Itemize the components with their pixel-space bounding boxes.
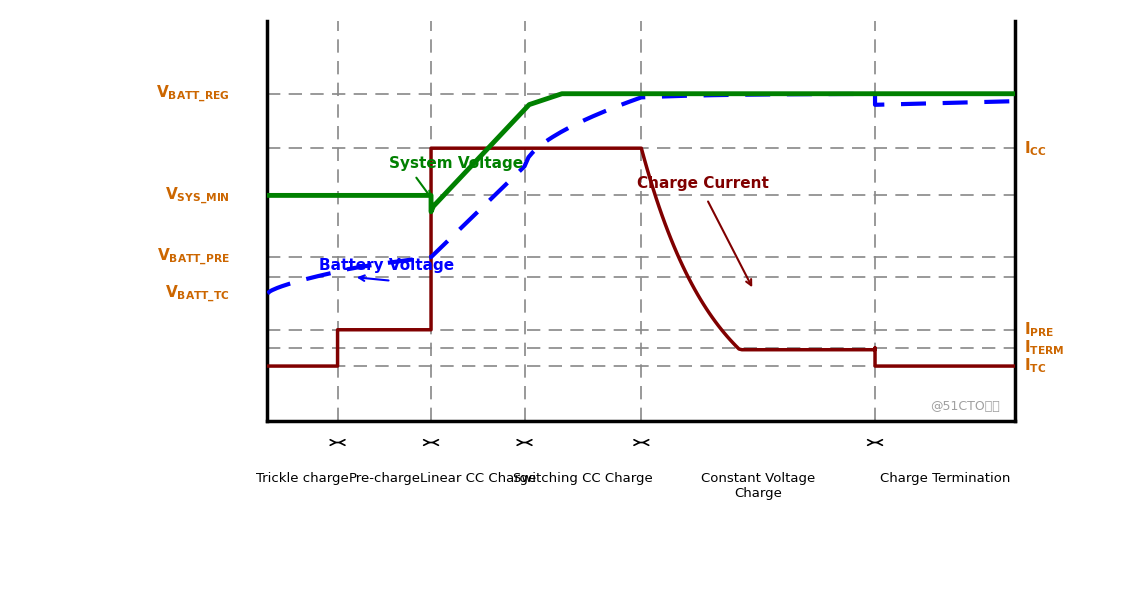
Text: Trickle charge: Trickle charge xyxy=(256,473,349,486)
Text: $\mathbf{V_{BATT\_REG}}$: $\mathbf{V_{BATT\_REG}}$ xyxy=(157,84,230,104)
Text: $\mathbf{I_{TERM}}$: $\mathbf{I_{TERM}}$ xyxy=(1025,339,1064,357)
Text: Pre-charge: Pre-charge xyxy=(348,473,420,486)
Text: @51CTO博客: @51CTO博客 xyxy=(930,400,1000,412)
Text: $\mathbf{I_{CC}}$: $\mathbf{I_{CC}}$ xyxy=(1025,139,1047,157)
Text: Constant Voltage
Charge: Constant Voltage Charge xyxy=(701,473,815,500)
Text: $\mathbf{V_{BATT\_TC}}$: $\mathbf{V_{BATT\_TC}}$ xyxy=(166,283,230,304)
Text: $\mathbf{V_{SYS\_MIN}}$: $\mathbf{V_{SYS\_MIN}}$ xyxy=(166,185,230,206)
Text: System Voltage: System Voltage xyxy=(388,156,524,171)
Text: Switching CC Charge: Switching CC Charge xyxy=(513,473,653,486)
Text: Linear CC Charge: Linear CC Charge xyxy=(420,473,536,486)
Text: Battery Voltage: Battery Voltage xyxy=(319,258,454,273)
Text: $\mathbf{I_{TC}}$: $\mathbf{I_{TC}}$ xyxy=(1025,357,1046,375)
Text: Charge Current: Charge Current xyxy=(636,176,769,191)
Text: $\mathbf{V_{BATT\_PRE}}$: $\mathbf{V_{BATT\_PRE}}$ xyxy=(158,247,230,267)
Text: Charge Termination: Charge Termination xyxy=(879,473,1010,486)
Text: $\mathbf{I_{PRE}}$: $\mathbf{I_{PRE}}$ xyxy=(1025,320,1055,339)
